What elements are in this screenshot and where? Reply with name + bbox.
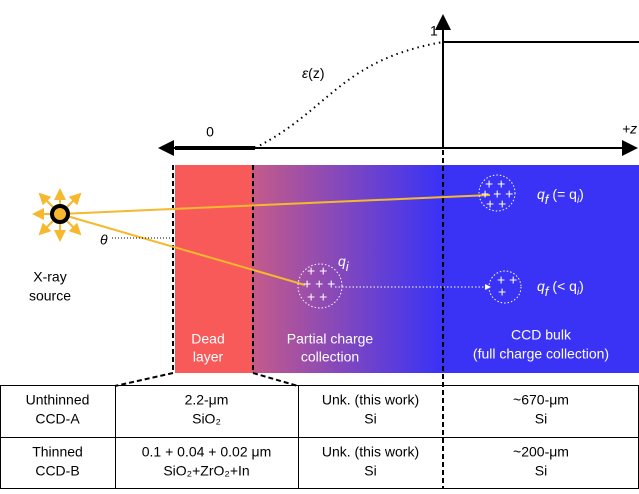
note-close: ) bbox=[579, 186, 584, 202]
source bbox=[52, 206, 68, 222]
table-cell: Thinned bbox=[32, 444, 83, 460]
curve-label: ε(z) bbox=[302, 65, 324, 81]
page: {"axis": {"one": "1", "zero": "0", "z": … bbox=[0, 0, 639, 489]
region-label: layer bbox=[193, 349, 224, 365]
curve-arg: (z) bbox=[308, 65, 324, 81]
note-close: ) bbox=[579, 278, 584, 294]
table-cell: 2.2-μm bbox=[185, 392, 229, 408]
region-label: Partial charge bbox=[287, 331, 374, 347]
table-cell: Unthinned bbox=[26, 392, 90, 408]
table-cell: Unk. (this work) bbox=[322, 444, 419, 460]
q: q bbox=[537, 278, 545, 294]
angle: θ bbox=[100, 232, 108, 248]
table-cell: ~670-μm bbox=[513, 392, 569, 408]
table-cell: Si bbox=[535, 463, 547, 479]
region-label: (full charge collection) bbox=[473, 346, 609, 362]
diagram: 1 0 +z ε(z) θ X-ray source + ++ + ++ + +… bbox=[0, 0, 639, 489]
table-cell: SiO₂ bbox=[192, 411, 221, 427]
table-cell: Si bbox=[364, 463, 376, 479]
table-cell: SiO₂+ZrO₂+In bbox=[163, 463, 249, 479]
table-cell: CCD-B bbox=[35, 463, 79, 479]
svg-text:+ +: + + bbox=[307, 289, 327, 305]
table-cell: CCD-A bbox=[35, 411, 80, 427]
table-cell: Unk. (this work) bbox=[322, 392, 419, 408]
source-label: X-ray bbox=[33, 269, 66, 285]
svg-text:+ +: + + bbox=[486, 196, 506, 212]
note: (< q bbox=[552, 278, 577, 294]
label-z: +z bbox=[622, 121, 637, 137]
region-label: collection bbox=[301, 349, 359, 365]
q: q bbox=[338, 253, 346, 269]
table-cell: 0.1 + 0.04 + 0.02 μm bbox=[142, 444, 272, 460]
q: q bbox=[537, 186, 545, 202]
svg-text:+: + bbox=[498, 284, 506, 300]
region-label: Dead bbox=[191, 331, 224, 347]
table-cell: Si bbox=[364, 411, 376, 427]
label-one: 1 bbox=[430, 23, 438, 39]
label-zero: 0 bbox=[206, 124, 214, 140]
source-label: source bbox=[29, 288, 71, 304]
table-cell: Si bbox=[535, 411, 547, 427]
efficiency-curve bbox=[255, 42, 443, 148]
table-cell: ~200-μm bbox=[513, 444, 569, 460]
region-label: CCD bulk bbox=[511, 327, 572, 343]
note: (= q bbox=[552, 186, 577, 202]
